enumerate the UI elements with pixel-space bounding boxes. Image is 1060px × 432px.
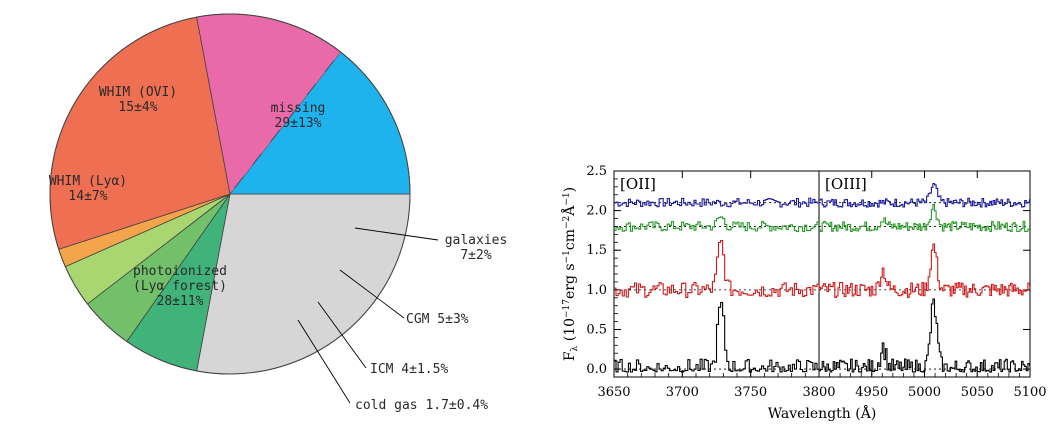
pie-hatch-whim-lya: [230, 39, 341, 195]
panel-label-oii: [OII]: [620, 175, 656, 193]
spectrum-line-s3-p1: [819, 298, 1030, 373]
spectrum-line-s3-p0: [614, 301, 819, 373]
spectrum-line-s1-p1: [819, 203, 1030, 233]
y-tick-label: 0.5: [586, 322, 607, 337]
y-tick-label: 2.5: [586, 164, 607, 179]
axis-ticks: 0.0 0.5 1.0 1.5 2.0 2.5 3650 3700 3750 4950 5000 50…: [586, 164, 1046, 400]
leader-line-cold-gas: [297, 319, 351, 404]
x-tick-label: 3750: [734, 385, 767, 400]
pie-label-missing: 29±13%: [275, 116, 322, 131]
pie-label-whim-lya: WHIM (Lyα): [49, 174, 127, 189]
y-tick-label: 2.0: [586, 204, 607, 219]
pie-label-whim-ovi: WHIM (OVI): [99, 85, 177, 100]
pie-label-whim-lya: 14±7%: [68, 189, 107, 204]
leader-line-cgm: [339, 269, 405, 319]
x-tick-label-break: 3800: [802, 385, 835, 400]
x-tick-label: 5000: [908, 385, 941, 400]
pie-slice-missing: [196, 193, 411, 375]
x-tick-label: 4950: [855, 385, 888, 400]
pie-label-photoionized: (Lyα forest): [133, 279, 227, 294]
pie-outline: [49, 13, 411, 375]
x-tick-label: 5100: [1013, 385, 1046, 400]
leader-line-icm: [317, 301, 367, 369]
spectrum-line-s0-p1: [819, 182, 1030, 208]
pie-label-galaxies: 7±2%: [460, 248, 491, 263]
pie-label-whim-ovi: 15±4%: [118, 100, 157, 115]
spectrum-series: [614, 182, 1030, 373]
pie-label-galaxies: galaxies: [445, 233, 508, 248]
spectrum-line-s2-p1: [819, 243, 1030, 298]
spectrum-line-s1-p0: [614, 216, 819, 233]
pie-label-photoionized: photoionized: [133, 264, 227, 279]
x-tick-label: 3700: [666, 385, 699, 400]
panel-label-oiii: [OIII]: [825, 175, 867, 193]
pie-label-photoionized: 28±11%: [157, 294, 204, 309]
spectrum-chart: 0.0 0.5 1.0 1.5 2.0 2.5 3650 3700 3750 4950 5000 50…: [560, 164, 1047, 422]
y-tick-label: 0.0: [586, 362, 607, 377]
pie-label-cgm: CGM 5±3%: [406, 312, 469, 327]
baseline-dotted-lines: [614, 202, 1030, 370]
x-tick-label: 5050: [961, 385, 994, 400]
spectrum-line-s0-p0: [614, 197, 819, 208]
x-tick-label: 3650: [597, 385, 630, 400]
y-tick-label: 1.0: [586, 283, 607, 298]
x-axis-title: Wavelength (Å): [768, 404, 877, 422]
leader-line-galaxies: [354, 227, 439, 241]
y-tick-label: 1.5: [586, 243, 607, 258]
y-axis-title: Fλ (10−17erg s−1cm−2Å−1): [560, 187, 580, 361]
pie-label-icm: ICM 4±1.5%: [370, 362, 448, 377]
spectrum-line-s2-p0: [614, 239, 819, 298]
pie-chart: [49, 13, 411, 375]
pie-label-missing: missing: [271, 101, 326, 116]
pie-label-cold-gas: cold gas 1.7±0.4%: [355, 398, 488, 413]
